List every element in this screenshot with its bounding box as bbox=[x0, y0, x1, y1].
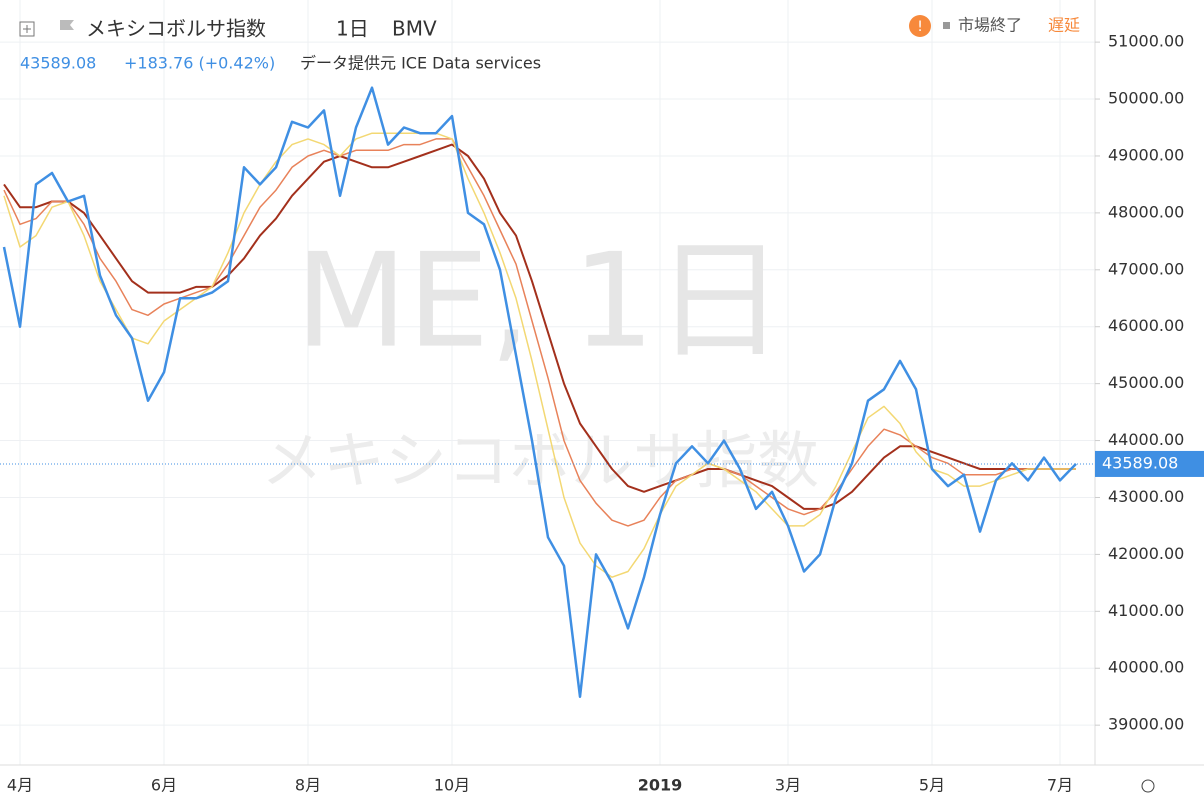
status-icon-mark: ! bbox=[917, 19, 923, 35]
grid bbox=[0, 0, 1095, 765]
price-line bbox=[2, 86, 1077, 698]
x-tick-label: 5月 bbox=[919, 776, 945, 795]
title: メキシコボルサ指数 bbox=[86, 17, 266, 41]
y-tick-label: 49000.00 bbox=[1108, 145, 1184, 164]
y-tick-label: 40000.00 bbox=[1108, 658, 1184, 677]
ma-line bbox=[3, 132, 1076, 578]
y-tick-label: 45000.00 bbox=[1108, 373, 1184, 392]
x-tick-label: 2019 bbox=[638, 776, 683, 795]
y-tick-label: 50000.00 bbox=[1108, 89, 1184, 108]
collapse-icon[interactable] bbox=[19, 21, 35, 37]
settings-icon[interactable] bbox=[1141, 779, 1155, 793]
flag-icon bbox=[60, 20, 74, 30]
last-price-box bbox=[1095, 450, 1204, 477]
last-price-label: 43589.08 bbox=[1102, 453, 1178, 472]
status-dot bbox=[943, 22, 950, 29]
y-tick-label: 39000.00 bbox=[1108, 715, 1184, 734]
last-price: 43589.08 bbox=[20, 54, 96, 73]
ma-line bbox=[3, 143, 1076, 510]
watermark: ME, 1日 bbox=[295, 225, 785, 377]
y-tick-label: 51000.00 bbox=[1108, 32, 1184, 51]
plot bbox=[0, 86, 1095, 698]
y-tick-label: 46000.00 bbox=[1108, 316, 1184, 335]
x-tick-label: 8月 bbox=[295, 776, 321, 795]
x-tick-label: 4月 bbox=[7, 776, 33, 795]
x-tick-label: 10月 bbox=[434, 776, 470, 795]
y-tick-label: 48000.00 bbox=[1108, 202, 1184, 221]
delay: 遅延 bbox=[1048, 16, 1080, 35]
status: 市場終了 bbox=[958, 16, 1022, 35]
y-tick-label: 42000.00 bbox=[1108, 544, 1184, 563]
x-tick-label: 3月 bbox=[775, 776, 801, 795]
source: データ提供元 ICE Data services bbox=[300, 54, 541, 73]
x-tick-label: 6月 bbox=[151, 776, 177, 795]
y-tick-label: 44000.00 bbox=[1108, 430, 1184, 449]
exchange[interactable]: BMV bbox=[392, 17, 437, 41]
status-icon[interactable] bbox=[909, 15, 931, 37]
collapse-icon bbox=[23, 25, 31, 33]
interval: 1日 bbox=[336, 17, 369, 41]
y-tick-label: 41000.00 bbox=[1108, 601, 1184, 620]
y-tick-label: 43000.00 bbox=[1108, 487, 1184, 506]
change: +183.76 (+0.42%) bbox=[124, 54, 275, 73]
y-tick-label: 47000.00 bbox=[1108, 259, 1184, 278]
x-tick-label: 7月 bbox=[1047, 776, 1073, 795]
